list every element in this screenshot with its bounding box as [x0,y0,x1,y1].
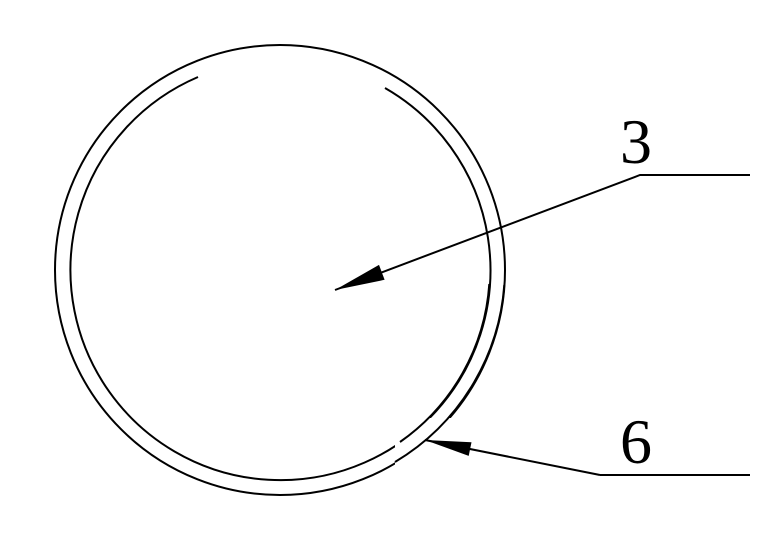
label-6: 6 [620,405,652,479]
callout-3-leader [335,175,750,290]
arrowhead-3 [335,265,385,290]
label-3: 3 [620,105,652,179]
diagram-svg [0,0,778,535]
